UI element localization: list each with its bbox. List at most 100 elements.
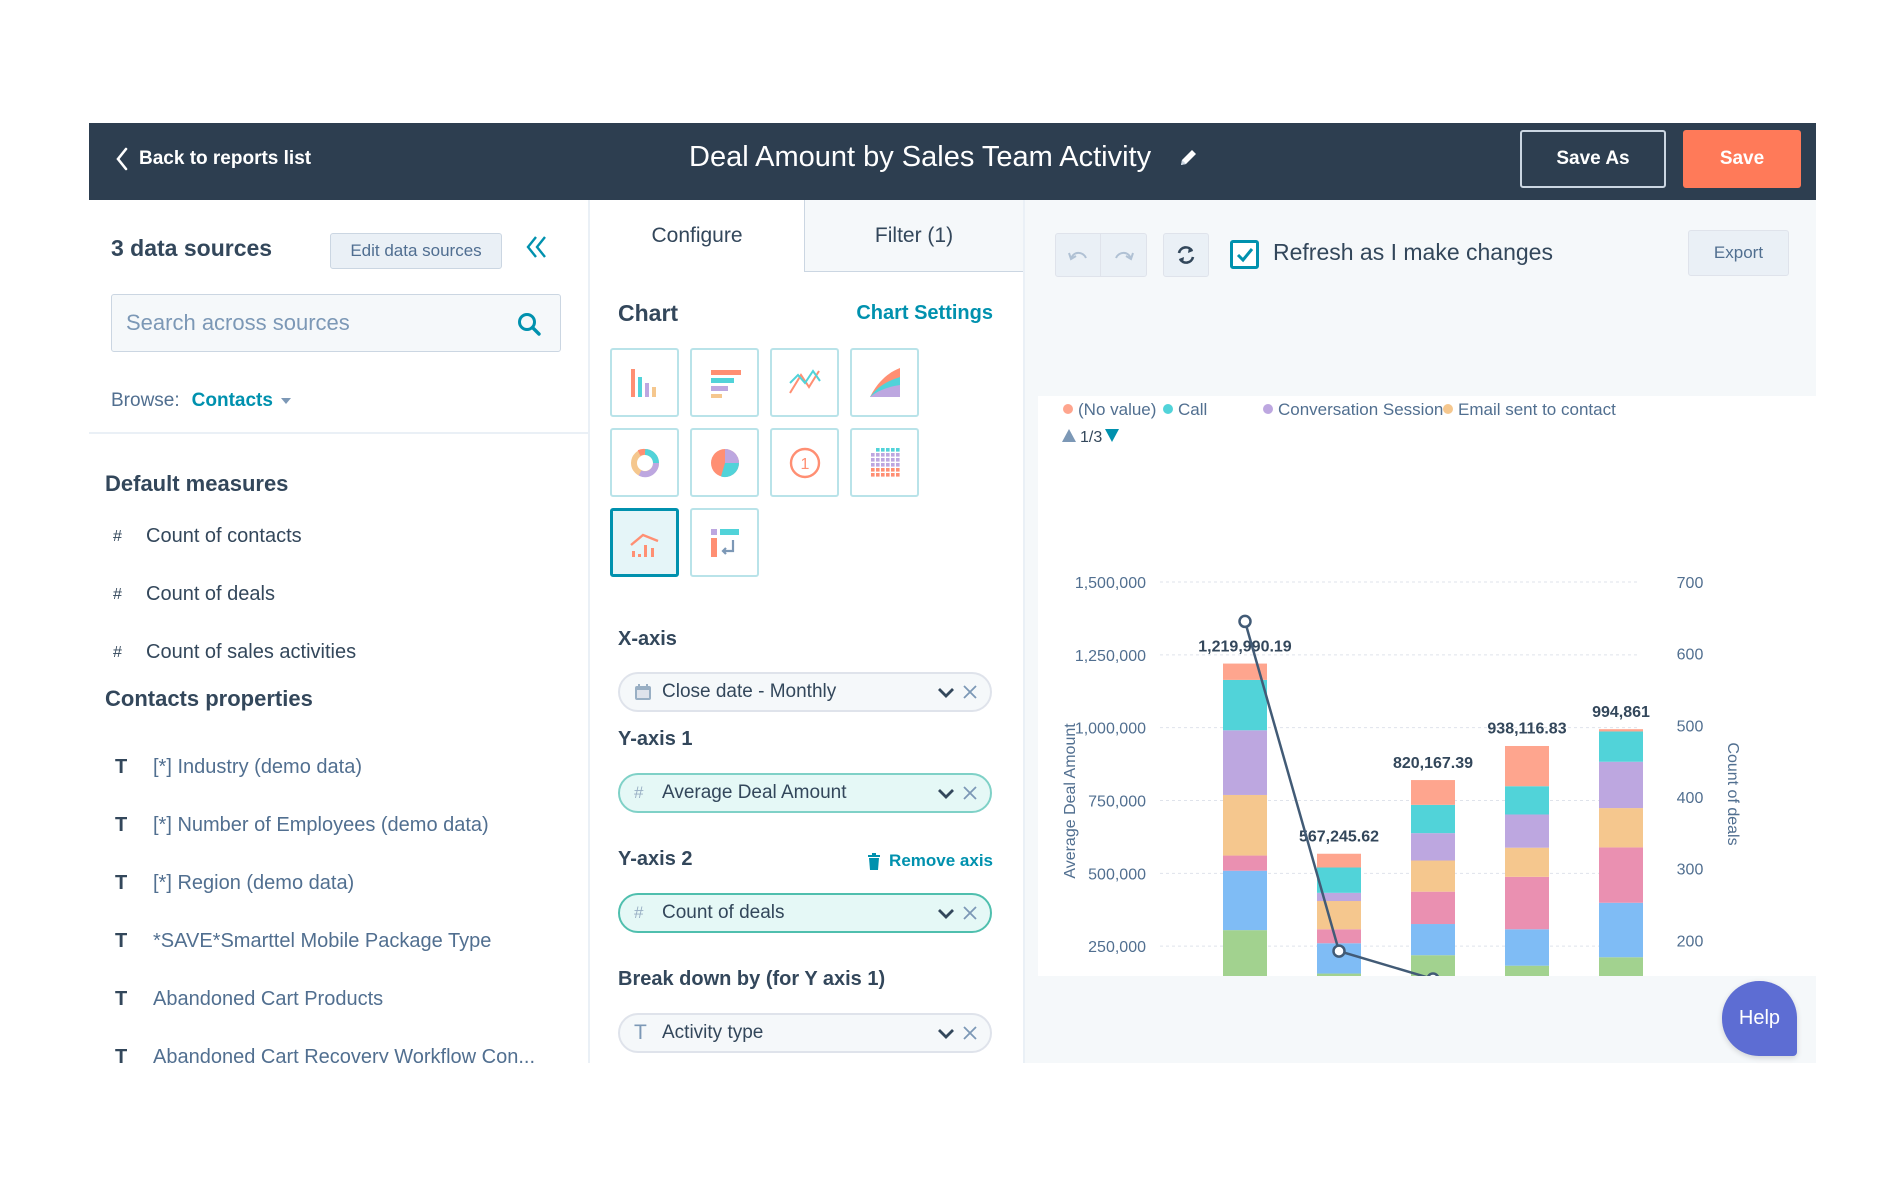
chevron-down-icon[interactable] bbox=[934, 680, 958, 704]
y-tick-label: 500,000 bbox=[1088, 866, 1146, 883]
close-icon[interactable] bbox=[962, 684, 978, 700]
vertical-bar-chart-icon bbox=[630, 368, 656, 397]
close-icon[interactable] bbox=[962, 785, 978, 801]
number-type-icon: # bbox=[634, 783, 644, 802]
close-icon[interactable] bbox=[962, 905, 978, 921]
browse-dropdown[interactable]: Contacts bbox=[192, 390, 291, 412]
x-axis-value: Close date - Monthly bbox=[662, 681, 837, 702]
y-tick-label: 1,250,000 bbox=[1075, 648, 1146, 665]
redo-button[interactable] bbox=[1101, 234, 1146, 276]
search-input[interactable] bbox=[126, 295, 506, 351]
chevron-down-icon[interactable] bbox=[934, 1021, 958, 1045]
bar-segment bbox=[1317, 929, 1361, 944]
bar-segment bbox=[1599, 729, 1643, 732]
chart-settings-link[interactable]: Chart Settings bbox=[856, 302, 993, 324]
y-tick-label: 750,000 bbox=[1088, 794, 1146, 811]
save-as-button[interactable]: Save As bbox=[1520, 130, 1666, 188]
legend-prev-icon[interactable] bbox=[1062, 429, 1076, 442]
y-tick-label: 1,500,000 bbox=[1075, 575, 1146, 592]
back-to-reports-link[interactable]: Back to reports list bbox=[115, 147, 311, 171]
search-field bbox=[111, 294, 561, 352]
bar-segment bbox=[1223, 663, 1267, 680]
close-icon[interactable] bbox=[962, 1025, 978, 1041]
measure-item[interactable]: # Count of contacts bbox=[113, 525, 302, 548]
property-label: *SAVE*Smarttel Mobile Package Type bbox=[153, 930, 492, 952]
bar-segment bbox=[1411, 833, 1455, 861]
bar-segment bbox=[1317, 892, 1361, 902]
chart-type-pie[interactable] bbox=[690, 428, 759, 497]
breakdown-field[interactable]: T Activity type bbox=[618, 1013, 992, 1053]
save-button[interactable]: Save bbox=[1683, 130, 1801, 188]
property-item[interactable]: T [*] Region (demo data) bbox=[113, 872, 354, 895]
bar-segment bbox=[1317, 901, 1361, 930]
help-button[interactable]: Help bbox=[1722, 981, 1797, 1056]
number-type-icon: # bbox=[113, 527, 122, 545]
number-type-icon: # bbox=[113, 585, 122, 603]
undo-button[interactable] bbox=[1056, 234, 1102, 276]
bar-segment bbox=[1505, 929, 1549, 966]
legend-item[interactable]: Call bbox=[1163, 400, 1207, 419]
breakdown-heading: Break down by (for Y axis 1) bbox=[618, 968, 886, 990]
property-item[interactable]: T [*] Number of Employees (demo data) bbox=[113, 814, 489, 837]
browse-value: Contacts bbox=[191, 390, 273, 411]
bar-segment bbox=[1317, 853, 1361, 868]
breakdown-value: Activity type bbox=[662, 1022, 764, 1043]
chart-type-horizontal-bar[interactable] bbox=[690, 348, 759, 417]
property-item[interactable]: T Abandoned Cart Products bbox=[113, 988, 383, 1011]
legend-item[interactable]: Email sent to contact bbox=[1443, 400, 1616, 419]
summary-number-icon: 1 bbox=[789, 447, 820, 478]
pencil-icon[interactable] bbox=[1177, 147, 1199, 169]
y2-tick-label: 300 bbox=[1677, 862, 1704, 879]
measure-item[interactable]: # Count of sales activities bbox=[113, 641, 356, 664]
tab-configure[interactable]: Configure bbox=[590, 200, 804, 272]
x-axis-field[interactable]: Close date - Monthly bbox=[618, 672, 992, 712]
chevron-down-icon[interactable] bbox=[934, 781, 958, 805]
chart-type-table[interactable] bbox=[850, 428, 919, 497]
bar-segment bbox=[1411, 924, 1455, 956]
chart-type-area[interactable] bbox=[850, 348, 919, 417]
chart-type-pivot[interactable] bbox=[690, 508, 759, 577]
chart-type-vertical-bar[interactable] bbox=[610, 348, 679, 417]
search-icon[interactable] bbox=[516, 311, 542, 337]
property-item[interactable]: T *SAVE*Smarttel Mobile Package Type bbox=[113, 930, 491, 953]
chart-type-donut[interactable] bbox=[610, 428, 679, 497]
y-tick-label: 1,000,000 bbox=[1075, 721, 1146, 738]
default-measures-heading: Default measures bbox=[105, 471, 289, 496]
tab-filter[interactable]: Filter (1) bbox=[804, 200, 1023, 272]
bar-total-label: 1,219,990.19 bbox=[1198, 639, 1292, 656]
bar-total-label: 938,116.83 bbox=[1487, 721, 1566, 738]
refresh-icon bbox=[1177, 246, 1195, 264]
refresh-label[interactable]: Refresh as I make changes bbox=[1273, 239, 1553, 265]
bar-total-label: 820,167.39 bbox=[1393, 755, 1473, 772]
y-axis1-value: Average Deal Amount bbox=[662, 782, 847, 803]
property-item[interactable]: T [*] Industry (demo data) bbox=[113, 756, 362, 779]
measure-item[interactable]: # Count of deals bbox=[113, 583, 275, 606]
bar-segment bbox=[1505, 876, 1549, 930]
legend-label: Email sent to contact bbox=[1458, 400, 1616, 419]
y-axis1-field[interactable]: # Average Deal Amount bbox=[618, 773, 992, 813]
chart-type-combination[interactable] bbox=[610, 508, 679, 577]
y-axis2-heading: Y-axis 2 bbox=[618, 848, 693, 870]
legend-next-icon[interactable] bbox=[1105, 429, 1119, 442]
legend-item[interactable]: (No value) bbox=[1063, 400, 1156, 419]
chart-type-line[interactable] bbox=[770, 348, 839, 417]
y-axis2-field[interactable]: # Count of deals bbox=[618, 893, 992, 933]
chart-type-summary[interactable]: 1 bbox=[770, 428, 839, 497]
refresh-button[interactable] bbox=[1163, 233, 1209, 277]
property-label: [*] Region (demo data) bbox=[153, 872, 355, 894]
edit-data-sources-button[interactable]: Edit data sources bbox=[330, 233, 502, 269]
measure-label: Count of contacts bbox=[146, 525, 302, 547]
legend-label: Conversation Session bbox=[1278, 400, 1443, 419]
caret-down-icon bbox=[280, 398, 291, 404]
bar-segment bbox=[1223, 855, 1267, 871]
chevron-down-icon[interactable] bbox=[934, 901, 958, 925]
legend-label: Call bbox=[1178, 400, 1207, 419]
configure-panel: Configure Filter (1) Chart Chart Setting… bbox=[590, 200, 1025, 1063]
property-item[interactable]: T Abandoned Cart Recovery Workflow Con... bbox=[113, 1046, 535, 1063]
remove-axis-button[interactable]: Remove axis bbox=[867, 851, 993, 871]
export-button[interactable]: Export bbox=[1688, 230, 1789, 276]
legend-item[interactable]: Conversation Session bbox=[1263, 400, 1443, 419]
collapse-panel-icon[interactable] bbox=[522, 232, 552, 262]
bar-segment bbox=[1505, 965, 1549, 997]
refresh-checkbox[interactable] bbox=[1230, 240, 1259, 269]
